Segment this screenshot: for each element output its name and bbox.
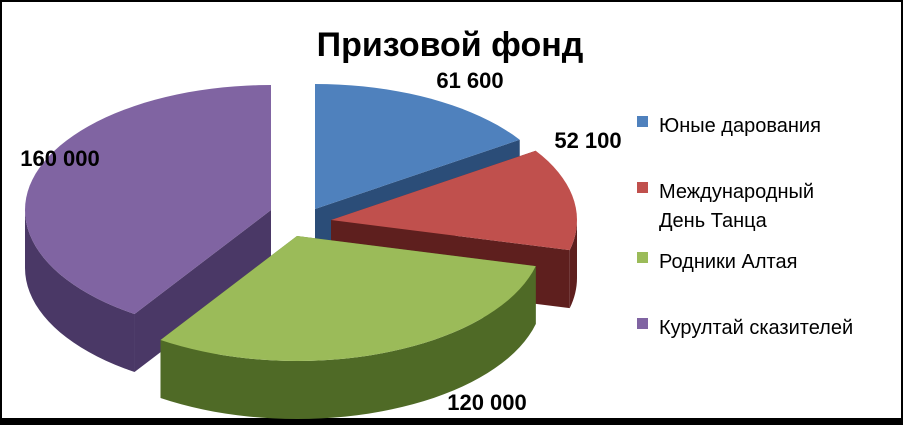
legend-item-4: Курултай сказителей bbox=[637, 317, 853, 339]
chart-title: Призовой фонд bbox=[317, 26, 584, 64]
pie-slice-4-top bbox=[25, 85, 271, 314]
pie-slice-3-top bbox=[160, 236, 536, 361]
pie-slice-4-side bbox=[25, 210, 135, 372]
pie-slice-2-side bbox=[569, 220, 577, 309]
legend-label-4: Курултай сказителей bbox=[659, 317, 853, 339]
data-labels: 61 600 52 100 120 000 160 000 bbox=[20, 68, 621, 415]
pie-slice-3 bbox=[160, 236, 536, 419]
legend-item-2: Международный День Танца bbox=[637, 181, 814, 232]
pie-slice-2-top bbox=[331, 150, 577, 251]
pie-slice-4 bbox=[25, 85, 271, 372]
legend-item-1: Юные дарования bbox=[637, 115, 821, 137]
legend-swatch-3 bbox=[637, 252, 648, 263]
data-label-2: 52 100 bbox=[554, 128, 621, 153]
legend-swatch-2 bbox=[637, 182, 648, 193]
data-label-3: 120 000 bbox=[447, 390, 527, 415]
pie-slices bbox=[25, 84, 577, 419]
pie-slice-1-top bbox=[315, 84, 520, 209]
legend-swatch-1 bbox=[637, 116, 648, 127]
legend-swatch-4 bbox=[637, 318, 648, 329]
legend-label-2-line-2: День Танца bbox=[659, 210, 768, 232]
legend-label-1: Юные дарования bbox=[659, 115, 821, 137]
legend: Юные дарования Международный День Танца Род… bbox=[637, 115, 853, 339]
pie-slice-4-wall-1 bbox=[134, 210, 271, 372]
data-label-4: 160 000 bbox=[20, 146, 100, 171]
pie-slice-3-side bbox=[160, 266, 536, 419]
data-label-1: 61 600 bbox=[436, 68, 503, 93]
legend-label-3: Родники Алтая bbox=[659, 251, 797, 273]
legend-label-2-line-1: Международный bbox=[659, 181, 814, 203]
legend-item-3: Родники Алтая bbox=[637, 251, 797, 273]
